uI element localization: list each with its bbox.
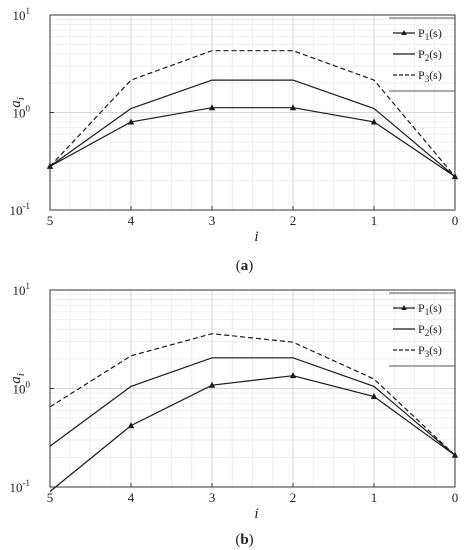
y-axis-label-subscript: i bbox=[15, 97, 27, 100]
legend-name-suffix: (s) bbox=[429, 47, 442, 61]
panel-label-close: ) bbox=[248, 258, 253, 274]
y-axis-label: ai bbox=[8, 373, 27, 384]
x-tick-label: 3 bbox=[209, 213, 216, 228]
legend-name-suffix: (s) bbox=[429, 343, 442, 357]
legend-name-base: P bbox=[418, 47, 425, 61]
panel-label-close: ) bbox=[249, 532, 254, 548]
x-axis-label: i bbox=[254, 229, 258, 245]
y-tick-exponent: 1 bbox=[26, 281, 31, 291]
panel-label-open: ( bbox=[236, 258, 241, 274]
legend-entry-p3: P3(s) bbox=[418, 68, 442, 84]
data-point-marker bbox=[127, 422, 135, 429]
data-point-marker bbox=[370, 118, 378, 125]
y-tick-base: 10 bbox=[13, 8, 26, 23]
y-tick-label: 100 bbox=[13, 380, 31, 397]
legend-name-base: P bbox=[418, 322, 425, 336]
data-point-marker bbox=[127, 118, 135, 125]
series-line-p2 bbox=[49, 357, 456, 456]
legend-name-subscript: 2 bbox=[425, 53, 430, 63]
y-tick-exponent: 1 bbox=[26, 6, 31, 16]
y-tick-exponent: -1 bbox=[23, 201, 31, 211]
legend-name-subscript: 1 bbox=[425, 307, 430, 317]
panel-label: (b) bbox=[235, 532, 253, 548]
y-tick-base: 10 bbox=[13, 106, 26, 121]
panel-label-letter: b bbox=[240, 532, 248, 548]
panel-label-open: ( bbox=[235, 532, 240, 548]
legend-marker bbox=[401, 30, 407, 35]
x-tick-label: 5 bbox=[47, 213, 54, 228]
data-point-marker bbox=[208, 381, 216, 388]
y-axis-label-base: a bbox=[8, 100, 24, 108]
legend-entry-p2: P2(s) bbox=[418, 322, 442, 338]
x-axis-label: i bbox=[254, 506, 258, 522]
panel-label-letter: a bbox=[241, 258, 249, 274]
data-point-marker bbox=[370, 392, 378, 399]
series-line-p1 bbox=[49, 375, 456, 492]
series-line-p1 bbox=[49, 107, 456, 178]
legend-name-subscript: 3 bbox=[425, 74, 430, 84]
panel-label: (a) bbox=[236, 258, 254, 274]
y-tick-exponent: 0 bbox=[26, 104, 31, 114]
legend-name-base: P bbox=[418, 26, 425, 40]
y-axis-label-subscript: i bbox=[15, 373, 27, 376]
x-tick-label: 0 bbox=[452, 213, 459, 228]
y-tick-exponent: 0 bbox=[26, 380, 31, 390]
legend-name-base: P bbox=[418, 68, 425, 82]
legend-name-subscript: 2 bbox=[425, 328, 430, 338]
legend-name-subscript: 3 bbox=[425, 349, 430, 359]
y-axis-label: ai bbox=[8, 97, 27, 108]
x-tick-label: 4 bbox=[128, 490, 135, 505]
y-tick-label: 10-1 bbox=[10, 201, 31, 218]
x-tick-label: 1 bbox=[371, 490, 378, 505]
legend-name-suffix: (s) bbox=[429, 68, 442, 82]
legend-entry-p1: P1(s) bbox=[418, 301, 442, 317]
x-tick-label: 5 bbox=[47, 490, 54, 505]
legend-name-suffix: (s) bbox=[429, 26, 442, 40]
y-tick-exponent: -1 bbox=[23, 478, 31, 488]
legend-name-base: P bbox=[418, 301, 425, 315]
y-tick-base: 10 bbox=[13, 382, 26, 397]
legend-name-suffix: (s) bbox=[429, 301, 442, 315]
y-tick-base: 10 bbox=[13, 283, 26, 298]
legend-name-suffix: (s) bbox=[429, 322, 442, 336]
legend-entry-p2: P2(s) bbox=[418, 47, 442, 63]
y-tick-label: 101 bbox=[13, 6, 31, 23]
x-tick-label: 2 bbox=[290, 490, 297, 505]
x-tick-label: 0 bbox=[452, 490, 459, 505]
x-tick-label: 1 bbox=[371, 213, 378, 228]
x-tick-label: 4 bbox=[128, 213, 135, 228]
data-point-marker bbox=[289, 104, 297, 111]
series-line-p2 bbox=[49, 79, 456, 178]
series-line-p3 bbox=[49, 50, 456, 177]
y-axis-label-base: a bbox=[8, 376, 24, 384]
legend-entry-p1: P1(s) bbox=[418, 26, 442, 42]
legend-name-base: P bbox=[418, 343, 425, 357]
x-tick-label: 2 bbox=[290, 213, 297, 228]
legend-entry-p3: P3(s) bbox=[418, 343, 442, 359]
y-tick-label: 101 bbox=[13, 281, 31, 298]
data-point-marker bbox=[208, 104, 216, 111]
series-line-p3 bbox=[49, 333, 456, 456]
x-tick-label: 3 bbox=[209, 490, 216, 505]
data-point-marker bbox=[289, 372, 297, 379]
y-tick-label: 100 bbox=[13, 104, 31, 121]
y-tick-label: 10-1 bbox=[10, 478, 31, 495]
y-tick-base: 10 bbox=[10, 203, 23, 218]
y-tick-base: 10 bbox=[10, 480, 23, 495]
legend-marker bbox=[401, 305, 407, 310]
legend-name-subscript: 1 bbox=[425, 32, 430, 42]
